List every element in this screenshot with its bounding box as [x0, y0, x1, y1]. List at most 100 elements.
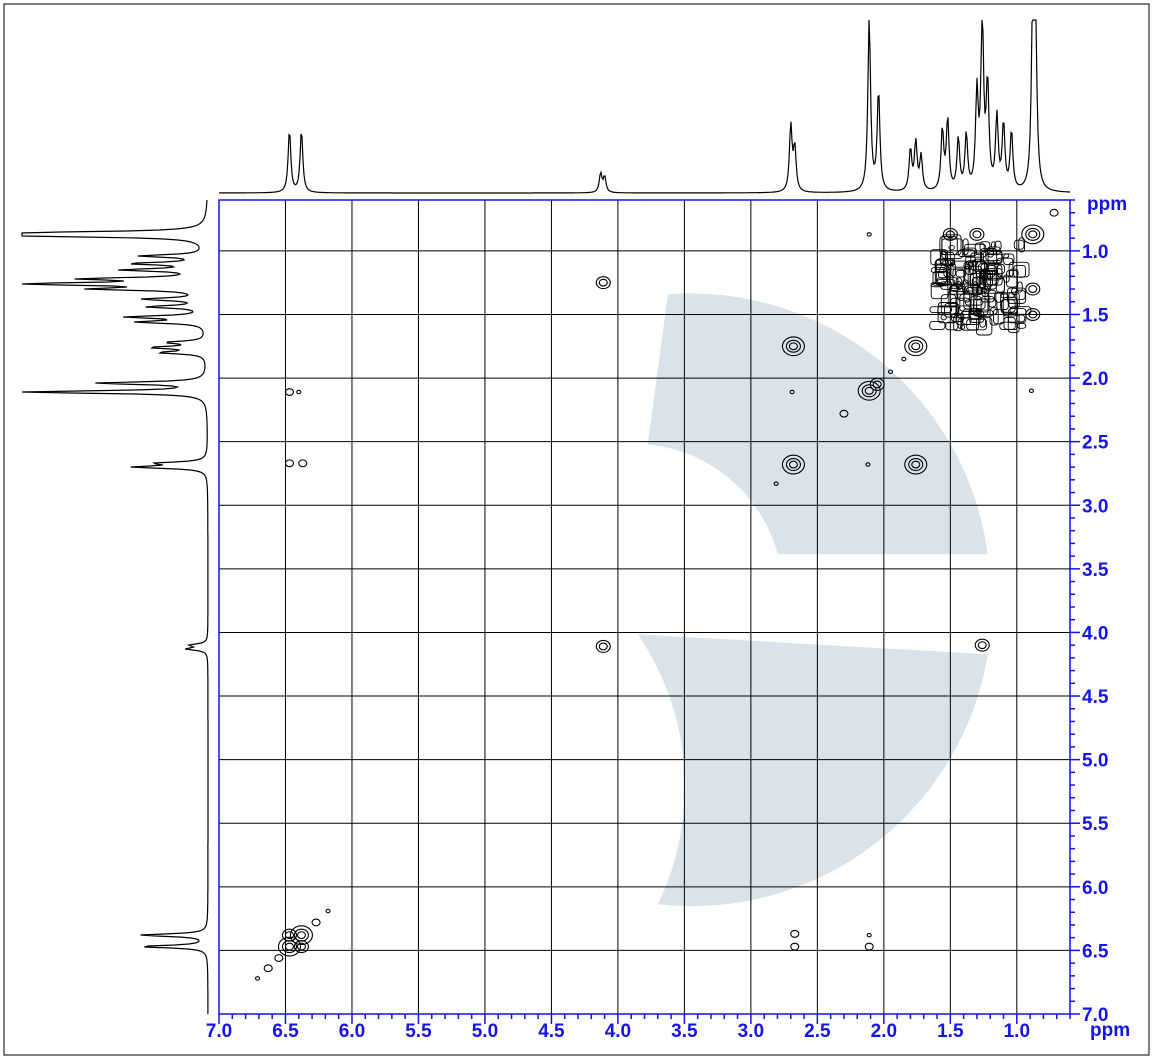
x-tick-label: 1.5 — [937, 1021, 964, 1042]
dense-contour — [975, 270, 981, 288]
dense-contour — [990, 241, 997, 250]
dense-contour — [965, 255, 976, 275]
dense-contour — [940, 281, 953, 290]
watermark-crescent-yellow — [367, 264, 698, 925]
cross-peak-contour — [790, 942, 800, 951]
cross-peak — [293, 940, 309, 954]
dense-contour — [1006, 269, 1018, 288]
cross-peak — [887, 369, 894, 374]
cross-peak-contour — [942, 227, 958, 241]
cross-peak — [790, 942, 800, 951]
cross-peak-contour — [1021, 224, 1045, 245]
cross-peak — [1025, 307, 1041, 321]
cross-peak — [773, 481, 779, 486]
y-tick-label: 5.5 — [1082, 814, 1109, 835]
cross-peak — [839, 409, 849, 418]
x-tick-label: 3.5 — [671, 1021, 698, 1042]
cross-peak-contour — [595, 639, 611, 653]
dense-contour — [957, 305, 971, 319]
cross-peak-contour — [781, 336, 805, 357]
cross-peak-contour — [1028, 310, 1038, 319]
dense-contour — [937, 305, 958, 324]
dense-contour — [948, 244, 955, 251]
cross-peak-contour — [263, 964, 273, 973]
cross-peak-contour — [311, 918, 321, 927]
dense-contour — [944, 303, 960, 318]
dense-contour — [935, 258, 956, 266]
cross-peak — [296, 389, 302, 395]
cross-peak-contour — [1028, 285, 1038, 293]
y-tick-label: 6.0 — [1082, 878, 1108, 899]
dense-contour — [943, 265, 951, 278]
cross-peak — [790, 929, 800, 938]
dense-contour — [963, 261, 973, 270]
cross-peak-contour — [296, 389, 302, 395]
cross-peak-contour — [865, 462, 871, 467]
cross-peak-contour — [866, 932, 872, 938]
x-tick-label: 4.5 — [538, 1021, 565, 1042]
dense-contour — [1017, 281, 1023, 293]
cross-peak-contour — [911, 342, 921, 351]
dense-contour — [981, 249, 1003, 264]
cross-peak-contour — [788, 342, 798, 351]
cross-peak-contour — [857, 380, 881, 401]
x-axis-unit: ppm — [1090, 1020, 1130, 1041]
x-tick-label: 6.0 — [339, 1021, 365, 1042]
cross-peak-contour — [788, 460, 798, 469]
y-axis: 1.0 1.5 2.0 2.5 3.0 3.5 4.0 4.5 5.0 5.5 6.0 6.5 7.0 — [1070, 199, 1109, 1026]
dense-contour — [1013, 264, 1026, 278]
x-axis: 7.0 6.5 6.0 5.5 5.0 4.5 4.0 3.5 3.0 2.5 2.0 1.5 1.0 — [206, 1014, 1071, 1042]
dense-contour — [959, 324, 966, 330]
cross-peak-contour — [284, 942, 295, 951]
plot-frame — [218, 199, 1071, 1015]
cross-peak-contour — [296, 942, 306, 951]
dense-contour — [940, 294, 957, 315]
dense-contour — [930, 283, 949, 300]
dense-contour — [962, 279, 969, 294]
dense-contour — [1008, 261, 1030, 278]
image-frame — [3, 3, 1150, 1056]
y-axis-unit: ppm — [1087, 194, 1127, 215]
dense-contour — [939, 236, 958, 255]
cross-peak — [263, 964, 273, 973]
cross-peak-contour — [972, 230, 982, 239]
x-tick-label: 5.5 — [405, 1021, 432, 1042]
dense-contour — [965, 286, 988, 294]
cross-peak-contour — [1028, 230, 1038, 239]
cross-peak-contour — [904, 454, 928, 475]
cross-peak-contour — [911, 460, 921, 469]
cross-peak — [969, 227, 985, 241]
cross-peak — [974, 638, 990, 652]
cross-peak-contour — [255, 976, 261, 981]
cross-peak — [274, 954, 284, 962]
cross-peak — [311, 918, 321, 927]
dense-contour — [962, 308, 981, 325]
dense-contour — [1018, 237, 1025, 253]
cross-peak — [869, 377, 885, 391]
cross-peak-contour — [274, 954, 284, 962]
cross-peak-contour — [781, 454, 805, 475]
cross-peak — [866, 932, 872, 938]
cross-peak-contour — [595, 276, 611, 290]
cross-peak — [864, 942, 874, 951]
cross-peak-contour — [969, 227, 985, 241]
y-tick-label: 4.0 — [1082, 623, 1108, 644]
dense-contour — [1016, 322, 1027, 329]
dense-contour — [929, 320, 946, 330]
dense-contour — [1003, 316, 1016, 330]
cross-peak-contour — [904, 336, 928, 357]
cross-peak-contour — [872, 380, 882, 389]
cross-peak — [1025, 282, 1041, 296]
dense-contour — [932, 270, 950, 287]
cross-peak — [781, 336, 805, 357]
cross-peak — [595, 276, 611, 290]
x-tick-label: 2.5 — [804, 1021, 831, 1042]
cross-peak-contour — [1049, 208, 1059, 217]
left-1d-projection — [21, 200, 209, 1014]
dense-contour — [940, 251, 948, 262]
dense-contour — [944, 251, 955, 265]
dense-contour — [955, 269, 967, 278]
x-tick-label: 6.5 — [272, 1021, 299, 1042]
cross-peak-contour — [598, 278, 608, 287]
cross-peak-contour — [908, 339, 924, 353]
